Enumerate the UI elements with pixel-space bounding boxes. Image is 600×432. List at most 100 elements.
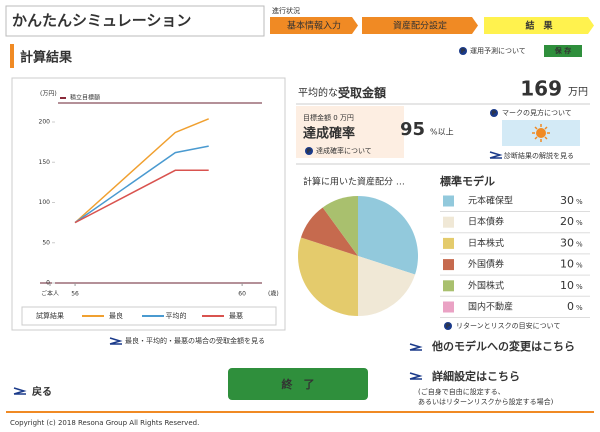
legend-unit: % [576,219,583,227]
arrow-icon [409,372,423,380]
legend-swatch [443,301,454,313]
legend-swatch [443,216,454,228]
amount-unit: 万円 [568,87,588,98]
detail-note: (ご自身で自由に設定する、 [418,387,505,396]
legend-label: 日本債券 [468,216,504,228]
arrow-icon [409,343,423,351]
y-tick-label: 200 [39,119,51,126]
arrow-icon [13,387,27,395]
legend-swatch [443,195,454,207]
p-icon [305,147,313,155]
progress-label: 進行状況 [272,6,300,15]
legend-unit: % [576,304,583,312]
pie-slice [358,256,416,316]
pie-title: 計算に用いた資産配分 … [303,176,405,188]
y-tick-label: 50 [42,239,50,246]
step-label: 資産配分設定 [393,20,447,32]
achievement-box [296,106,404,158]
legend-unit: % [576,283,583,291]
save-label[interactable]: 保 存 [554,46,571,55]
legend-label: 最悪 [229,312,243,320]
legend-label: 元本確保型 [468,195,513,207]
p-icon [444,322,452,330]
target: 目標金額 0 万円 [303,113,354,122]
pie-slice [300,207,358,256]
page-title: かんたんシミュレーション [12,12,191,30]
save-button[interactable] [544,45,582,57]
y-tick-label: 150 [39,159,51,166]
p-icon [459,47,467,55]
back-link[interactable]: 戻る [31,385,52,398]
legend-value: 30 [560,194,574,207]
target-legend: 積立目標額 [70,94,100,102]
risk-link[interactable]: リターンとリスクの目安について [456,321,560,330]
p-icon-letter: P [446,323,451,330]
legend-label: 国内不動産 [468,301,513,313]
line-series [74,169,209,224]
p-icon [490,109,498,117]
copyright: Copyright (c) 2018 Resona Group All Righ… [10,419,199,427]
legend-title: 試算結果 [36,311,64,320]
other-model-link[interactable]: 他のモデルへの変更はこちら [431,339,575,353]
diagnosis-link[interactable]: 診断結果の解説を見る [504,151,574,160]
chart-link[interactable]: 最良・平均的・最悪の場合の受取金額を見る [125,336,265,345]
p-icon-letter: P [307,148,312,155]
step-tab [484,17,594,34]
pie-slice [298,237,358,316]
amount-label-prefix: 平均的な [298,86,338,99]
legend-swatch [443,237,454,249]
achievement: 95 [400,119,425,140]
achievement-link[interactable]: 達成確率について [316,146,372,155]
pie-slice [358,196,419,275]
achievement-label: 達成確率 [303,126,355,142]
amount-label-main: 受取金額 [338,85,386,100]
line-series [74,145,209,224]
pie-slice [322,196,358,256]
section-title: 計算結果 [20,50,72,66]
detail-link[interactable]: 詳細設定はこちら [432,369,520,383]
step-label: 基本情報入力 [287,20,341,32]
y-tick-label: 0 [46,280,50,287]
chart-panel [11,77,286,331]
x-axis-label: (歳) [268,290,279,298]
legend-label: 日本株式 [468,237,504,249]
y-tick-label: 100 [39,199,51,206]
legend-value: 10 [560,258,574,271]
legend-label: 平均的 [166,311,187,320]
title-box [5,5,265,37]
x-tick-label: 60 [238,291,246,298]
legend-value: 10 [560,279,574,292]
y-axis-label: (万円) [40,91,57,98]
p-icon-letter: P [461,48,466,55]
legend-unit: % [576,240,583,248]
amount-label: 平均的な受取金額 [298,85,386,100]
end-label[interactable]: 終 了 [282,377,315,391]
legend-label: 最良 [109,311,123,320]
legend-label: 外国債券 [468,258,504,270]
amount: 169 [520,77,562,101]
x-tick-label: 56 [71,291,79,298]
step-tab [270,17,358,34]
mark-link[interactable]: マークの見方について [502,108,572,117]
legend-swatch [443,259,454,271]
x-tick-label: ご本人 [41,290,59,298]
legend-unit: % [576,198,583,206]
p-icon-letter: P [492,110,497,117]
step-tab [362,17,478,34]
legend-value: 20 [560,215,574,228]
detail-note: あるいはリターンリスクから設定する場合) [418,397,554,406]
forecast-link[interactable]: 運用予測について [470,46,526,55]
arrow-icon [489,151,503,159]
end-button[interactable] [228,368,368,400]
pie-legend-title: 標準モデル [440,174,495,188]
sun-icon [532,124,550,142]
legend-label: 外国株式 [468,279,504,291]
legend-value: 0 [567,300,574,313]
step-label: 結 果 [525,20,553,32]
legend-unit: % [576,262,583,270]
achievement-unit: %以上 [430,128,454,137]
arrow-icon [109,337,123,345]
line-series [74,118,209,224]
legend-value: 30 [560,236,574,249]
